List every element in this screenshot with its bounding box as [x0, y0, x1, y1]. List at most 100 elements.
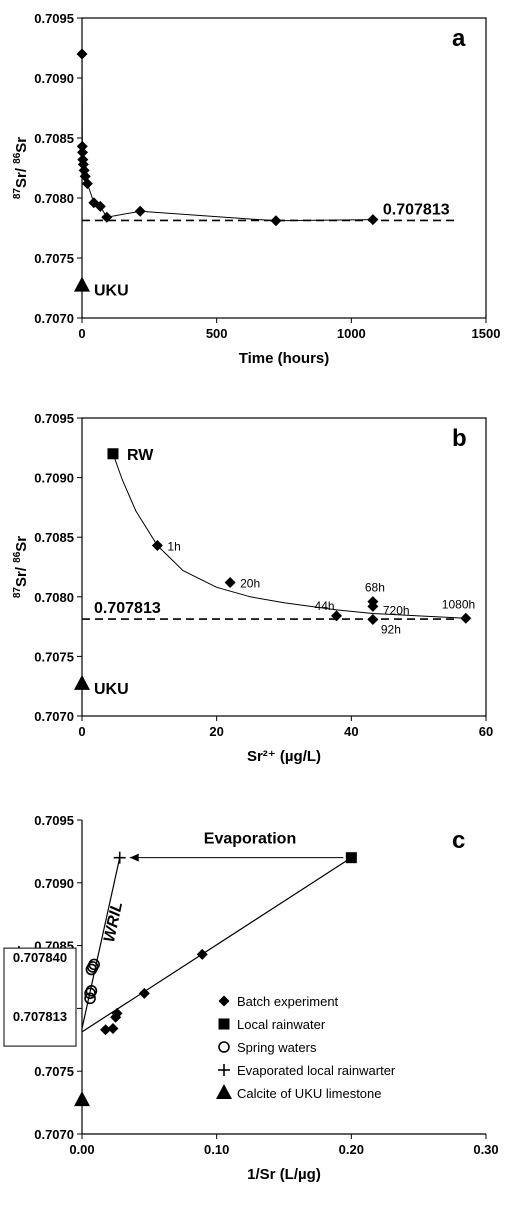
x-tick-label: 1500 [472, 326, 501, 341]
legend: Batch experiment Local rainwater Spring wa… [216, 994, 396, 1101]
data-point-diamond [76, 48, 88, 60]
intercept-label: 0.707813 [13, 1009, 67, 1024]
data-point-diamond [94, 200, 106, 212]
legend-marker-triangle [216, 1084, 232, 1099]
data-point-diamond [367, 214, 379, 226]
data-point-diamond [151, 540, 163, 552]
y-tick-label: 0.7075 [34, 649, 74, 664]
x-tick-label: 0 [78, 326, 85, 341]
series-circle [84, 958, 100, 1005]
x-tick-label: 20 [209, 724, 223, 739]
x-axis-label: Sr²⁺ (µg/L) [247, 748, 321, 765]
y-axis-label-sup2: 86 [12, 152, 23, 164]
data-point-diamond [77, 146, 89, 158]
data-point-square [107, 448, 119, 460]
data-point-diamond [138, 987, 150, 999]
y-tick-label: 0.7070 [34, 709, 74, 724]
data-point-diamond [224, 576, 236, 588]
data-point-diamond [134, 205, 146, 217]
data-point-diamond [270, 215, 282, 227]
data-point-plus [113, 851, 126, 864]
y-axis-label-mid: Sr/ [13, 563, 30, 587]
chart-c: 0.70700.70750.70800.70850.70900.70950.00… [3, 813, 499, 1183]
data-point-diamond [367, 613, 379, 625]
y-tick-label: 0.7070 [34, 311, 74, 326]
series-diamond [100, 948, 208, 1036]
y-tick-label: 0.7075 [34, 251, 74, 266]
y-tick-label: 0.7085 [34, 530, 74, 545]
point-label: UKU [94, 283, 129, 300]
point-label: 1080h [442, 597, 475, 611]
legend-marker-square [218, 1018, 230, 1030]
x-tick-label: 500 [206, 326, 228, 341]
legend-marker-diamond [218, 995, 230, 1007]
data-point-diamond [81, 178, 93, 190]
data-point-diamond [460, 612, 472, 624]
wril-label: WRIL [101, 900, 126, 944]
data-point-circle [84, 992, 96, 1005]
point-label: 92h [381, 622, 401, 636]
panel-label: c [452, 827, 465, 854]
legend-label: Evaporated local rainwarter [237, 1063, 396, 1078]
point-label: UKU [94, 681, 129, 698]
chart-a: 0.7070 0.7075 0.7080 0.7085 0.7090 0.7095 0 500… [12, 11, 500, 367]
y-tick-label: 0.7080 [34, 590, 74, 605]
series-diamond [76, 48, 379, 227]
point-label: 1h [167, 540, 180, 554]
legend-label: Spring waters [237, 1040, 317, 1055]
x-tick-label: 1000 [337, 326, 366, 341]
data-point-triangle [74, 1091, 90, 1107]
data-point-diamond [101, 211, 113, 223]
panel-label: a [452, 25, 466, 52]
reference-line-label: 0.707813 [383, 201, 450, 218]
data-point-diamond [367, 600, 379, 612]
series-square [345, 852, 357, 864]
legend-label: Batch experiment [237, 994, 339, 1009]
series-line [81, 53, 373, 222]
point-label: 720h [383, 603, 410, 617]
x-tick-label: 0.00 [69, 1142, 94, 1157]
series-triangle: UKU [74, 276, 129, 300]
y-tick-label: 0.7080 [34, 191, 74, 206]
y-tick-label: 0.7095 [34, 411, 74, 426]
x-axis-label: 1/Sr (L/µg) [247, 1166, 321, 1183]
y-tick-label: 0.7090 [34, 471, 74, 486]
plot-frame [81, 17, 487, 319]
series-plus [113, 851, 126, 864]
y-tick-label: 0.7095 [34, 813, 74, 828]
series-square: RW [107, 447, 154, 464]
point-label: 68h [365, 581, 385, 595]
legend-label: Local rainwater [237, 1017, 326, 1032]
evaporation-label: Evaporation [204, 831, 296, 848]
x-tick-label: 40 [344, 724, 358, 739]
data-point-diamond [76, 140, 88, 152]
series-diamond: 1h 20h 44h 68h 720h 92h 1080h [151, 540, 475, 636]
x-axis-label: Time (hours) [239, 350, 330, 367]
intercept-label: 0.707840 [13, 950, 67, 965]
trend-curve [112, 453, 466, 619]
wril-line [81, 857, 121, 1029]
data-point-diamond [331, 610, 343, 622]
point-label: RW [127, 447, 154, 464]
y-tick-label: 0.7090 [34, 876, 74, 891]
y-axis-label-sup2: 86 [12, 551, 23, 563]
x-tick-label: 0 [78, 724, 85, 739]
intercept-box [3, 947, 77, 1047]
y-axis-label-sup1: 87 [12, 188, 23, 200]
legend-marker-plus [218, 1064, 230, 1076]
data-point-diamond [100, 1024, 112, 1036]
plot-frame [81, 417, 487, 717]
y-axis-label-mid: Sr/ [13, 164, 30, 188]
x-tick-label: 0.30 [473, 1142, 498, 1157]
evaporation-arrow-head [129, 853, 139, 862]
data-point-square [345, 852, 357, 864]
data-point-diamond [107, 1022, 119, 1034]
series-triangle [74, 1091, 90, 1107]
panel-label: b [452, 425, 467, 452]
data-point-triangle [74, 674, 90, 690]
x-tick-label: 0.10 [204, 1142, 229, 1157]
x-tick-label: 0.20 [339, 1142, 364, 1157]
point-label: 44h [315, 599, 335, 613]
y-axis-label-end: Sr [13, 536, 30, 552]
